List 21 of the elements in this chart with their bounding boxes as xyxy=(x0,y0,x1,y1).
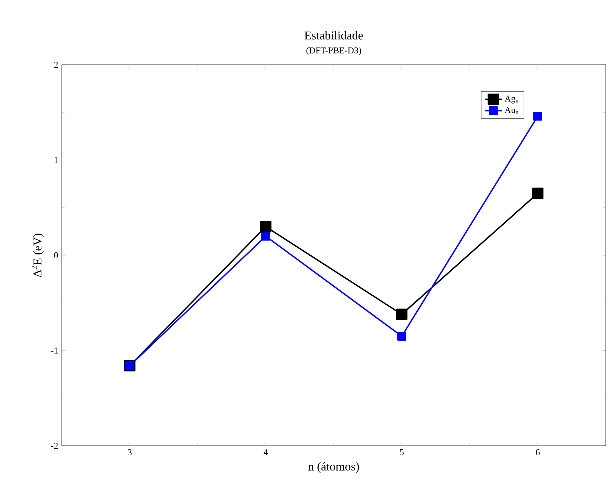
x-tick-label: 6 xyxy=(536,450,540,456)
legend-label: Ag$_{n}$ xyxy=(504,96,519,104)
y-tick-label: -2 xyxy=(51,443,58,449)
point xyxy=(262,232,270,241)
x-axis-title: n (átomos) xyxy=(308,462,360,474)
x-tick-label: 5 xyxy=(400,450,404,456)
y-tick-label: -1 xyxy=(51,348,58,354)
point xyxy=(396,308,408,320)
point xyxy=(532,188,544,200)
legend-label: Au$_{n}$ xyxy=(504,107,519,114)
chart-subtitle: (DFT-PBE-D3) xyxy=(306,47,362,56)
x-tick-label: 4 xyxy=(264,450,268,456)
point xyxy=(398,332,406,341)
y-tick-label: 2 xyxy=(54,62,58,68)
x-tick-label: 3 xyxy=(128,450,132,456)
y-tick-label: 1 xyxy=(54,157,58,164)
point xyxy=(260,221,272,233)
point xyxy=(534,112,542,121)
y-tick-label: 0 xyxy=(54,252,58,259)
chart-title: Estabilidade xyxy=(304,31,364,40)
y-axis-title: Δ$^{2}$E (eV) xyxy=(32,234,44,278)
